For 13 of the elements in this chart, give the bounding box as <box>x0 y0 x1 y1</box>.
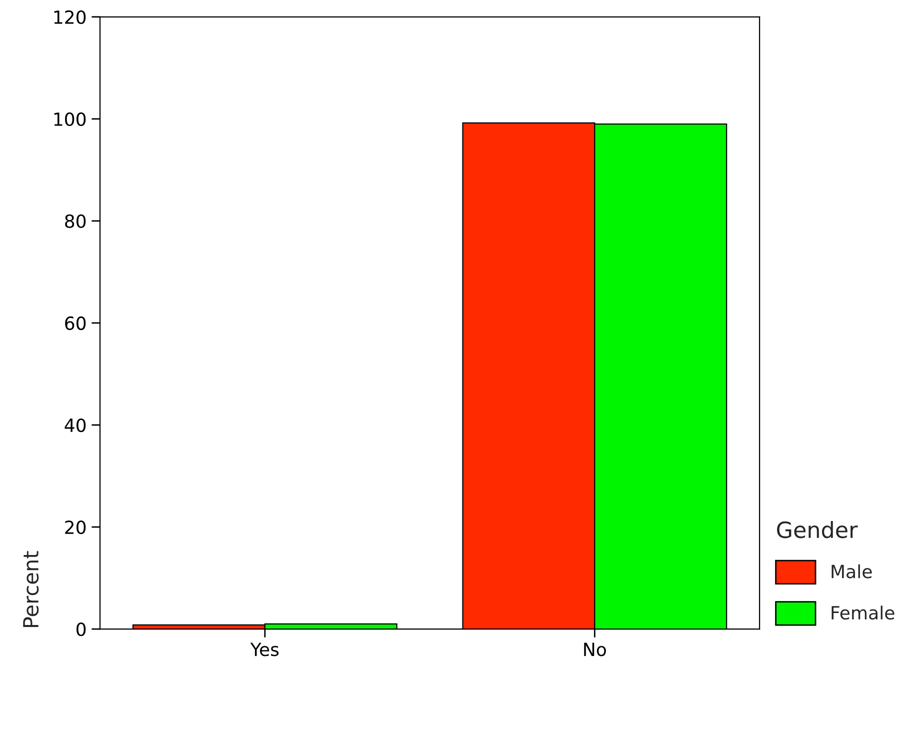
y-tick-label: 80 <box>65 214 86 228</box>
y-tick-label: 60 <box>65 316 86 330</box>
y-tick-label: 0 <box>76 622 86 636</box>
y-tick-label: 40 <box>64 418 86 432</box>
y-axis-title: Percent <box>23 551 39 627</box>
y-tick-label: 100 <box>54 112 86 126</box>
legend-title: Gender <box>777 521 858 538</box>
y-tick-label: 20 <box>65 520 86 534</box>
legend-label: Female <box>832 606 894 620</box>
y-tick-label: 120 <box>54 10 86 24</box>
x-tick-label: No <box>584 642 606 656</box>
legend-label: Male <box>832 564 872 578</box>
x-tick-label: Yes <box>250 642 279 656</box>
